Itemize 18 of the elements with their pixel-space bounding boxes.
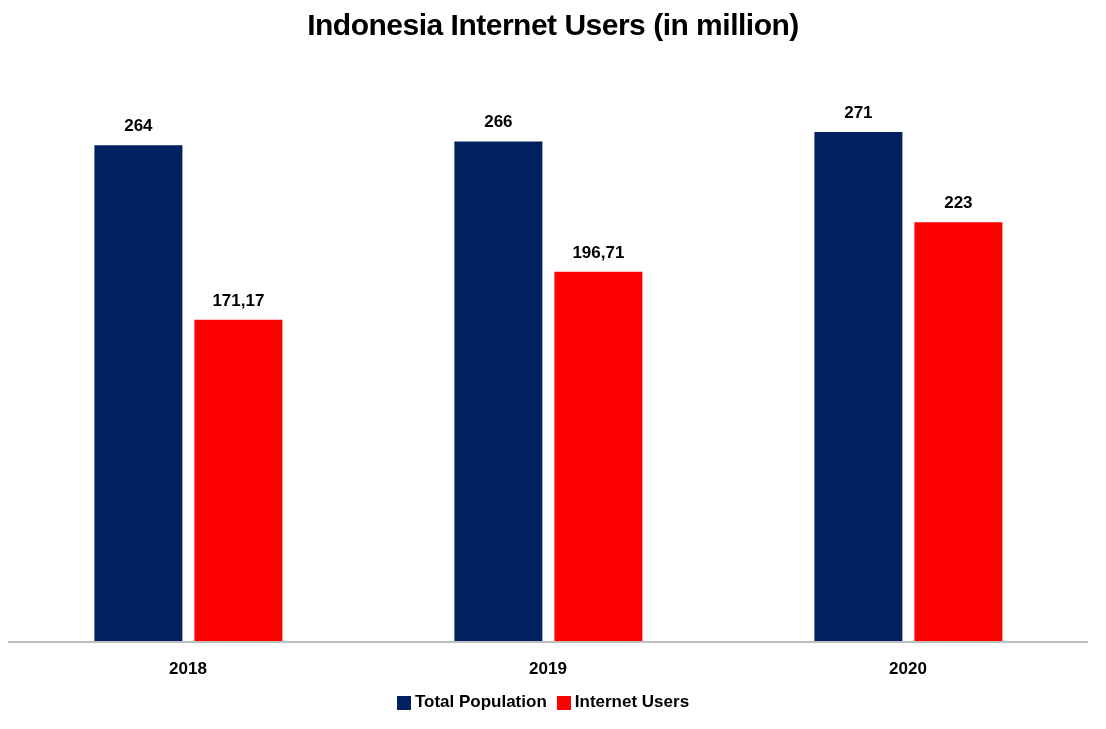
- data-label: 223: [944, 193, 973, 213]
- data-label: 264: [124, 116, 154, 136]
- legend-label: Total Population: [414, 692, 547, 711]
- data-label: 266: [484, 112, 513, 132]
- data-label: 196,71: [572, 242, 625, 262]
- chart-title: Indonesia Internet Users (in million): [306, 8, 800, 42]
- bar: [454, 141, 543, 642]
- x-tick-label: 2019: [529, 659, 567, 679]
- x-tick-label: 2020: [889, 659, 927, 679]
- x-tick-label: 2018: [169, 659, 207, 679]
- bar: [814, 132, 903, 642]
- data-label: 271: [844, 103, 873, 122]
- data-label: 171,17: [212, 290, 265, 310]
- bar: [194, 319, 283, 642]
- bar: [94, 145, 183, 642]
- legend-label: Internet Users: [574, 692, 690, 711]
- bar: [554, 271, 643, 642]
- bar: [914, 222, 1003, 642]
